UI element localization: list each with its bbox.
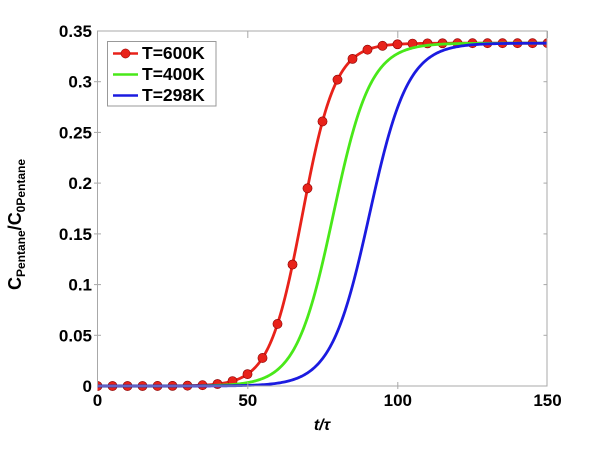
- svg-text:t/τ: t/τ: [314, 417, 332, 434]
- svg-text:0.1: 0.1: [68, 276, 92, 295]
- svg-text:0.05: 0.05: [59, 326, 92, 345]
- svg-text:0.35: 0.35: [59, 22, 92, 41]
- svg-text:0.15: 0.15: [59, 225, 92, 244]
- svg-text:T=298K: T=298K: [142, 85, 205, 105]
- svg-text:0: 0: [93, 391, 102, 410]
- svg-text:0.25: 0.25: [59, 123, 92, 142]
- svg-text:50: 50: [238, 391, 257, 410]
- svg-text:0.2: 0.2: [68, 174, 92, 193]
- svg-text:0.3: 0.3: [68, 73, 92, 92]
- svg-text:100: 100: [384, 391, 412, 410]
- svg-text:0: 0: [83, 377, 92, 396]
- svg-text:T=400K: T=400K: [142, 64, 205, 84]
- svg-text:T=600K: T=600K: [142, 43, 205, 63]
- svg-text:150: 150: [533, 391, 561, 410]
